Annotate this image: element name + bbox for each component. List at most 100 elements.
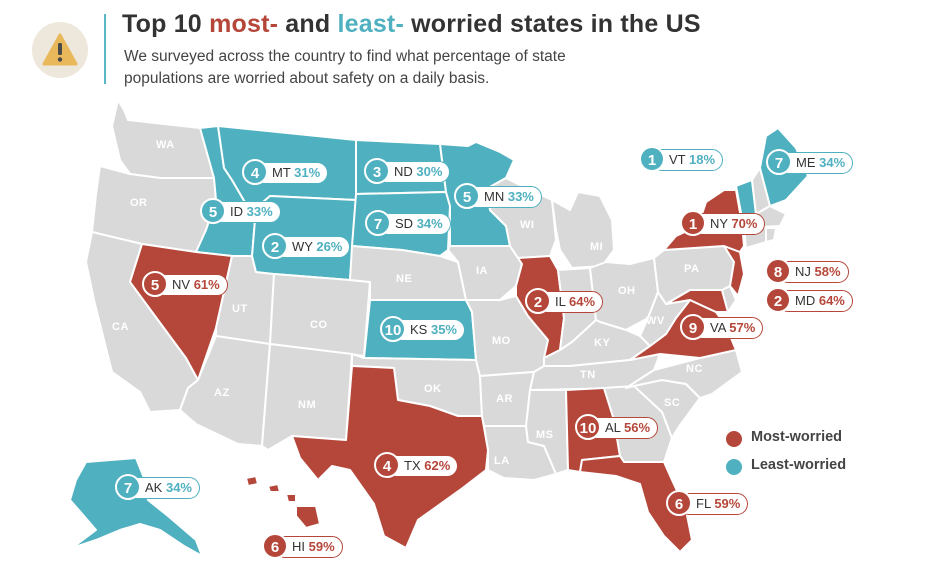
rank-badge: 2 bbox=[262, 233, 288, 259]
callout-al: 10 AL 56% bbox=[575, 414, 659, 440]
state-NC bbox=[625, 349, 743, 399]
callout-mn: 5 MN 33% bbox=[454, 183, 542, 209]
state-NM bbox=[261, 343, 353, 451]
percent-value: 30% bbox=[416, 164, 443, 179]
map-label-wi: WI bbox=[520, 219, 534, 231]
rank-badge: 7 bbox=[365, 210, 391, 236]
percent-value: 18% bbox=[689, 152, 716, 167]
percent-value: 64% bbox=[568, 294, 596, 309]
callout-nd: 3 ND 30% bbox=[364, 158, 451, 184]
rank-badge: 9 bbox=[680, 314, 706, 340]
rank-badge: 4 bbox=[374, 452, 400, 478]
map-label-la: LA bbox=[494, 455, 510, 467]
map-label-or: OR bbox=[130, 197, 148, 209]
rank-badge: 3 bbox=[364, 158, 390, 184]
percent-value: 58% bbox=[814, 264, 841, 279]
title-least-word: least- bbox=[337, 10, 404, 38]
title-text: worried states in the US bbox=[403, 10, 701, 38]
map-label-ok: OK bbox=[424, 383, 442, 395]
callout-va: 9 VA 57% bbox=[680, 314, 764, 340]
warning-badge bbox=[32, 22, 88, 78]
rank-badge: 8 bbox=[765, 258, 791, 284]
percent-value: 34% bbox=[819, 155, 846, 170]
callout-il: 2 IL 64% bbox=[525, 288, 604, 314]
state-code: ME bbox=[796, 155, 816, 170]
map-label-ar: AR bbox=[496, 393, 513, 405]
callout-id: 5 ID 33% bbox=[200, 198, 281, 224]
rank-badge: 5 bbox=[200, 198, 226, 224]
state-code: NY bbox=[710, 216, 728, 231]
map-label-sc: SC bbox=[664, 397, 680, 409]
legend-label-most: Most-worried bbox=[751, 429, 843, 445]
map-label-ca: CA bbox=[112, 321, 129, 333]
state-code: SD bbox=[395, 216, 414, 231]
rank-badge: 4 bbox=[242, 159, 268, 185]
state-code: ND bbox=[394, 164, 413, 179]
map-label-nm: NM bbox=[298, 399, 316, 411]
map-label-nc: NC bbox=[686, 363, 703, 375]
percent-value: 33% bbox=[246, 204, 273, 219]
callout-sd: 7 SD 34% bbox=[365, 210, 451, 236]
state-FL bbox=[579, 455, 693, 553]
state-code: FL bbox=[696, 496, 711, 511]
percent-value: 31% bbox=[294, 165, 321, 180]
percent-value: 61% bbox=[193, 277, 220, 292]
state-code: MT bbox=[272, 165, 291, 180]
map-label-wa: WA bbox=[156, 139, 175, 151]
rank-badge: 10 bbox=[575, 414, 601, 440]
percent-value: 70% bbox=[731, 216, 758, 231]
header-divider bbox=[104, 14, 106, 84]
callout-nv: 5 NV 61% bbox=[142, 271, 228, 297]
percent-value: 64% bbox=[818, 293, 845, 308]
percent-value: 33% bbox=[507, 189, 534, 204]
state-code: AK bbox=[145, 480, 163, 495]
legend-swatch-most bbox=[726, 431, 742, 447]
state-code: VA bbox=[710, 320, 726, 335]
state-CO bbox=[269, 273, 371, 357]
map-label-co: CO bbox=[310, 319, 328, 331]
percent-value: 26% bbox=[316, 239, 343, 254]
callout-mt: 4 MT 31% bbox=[242, 159, 329, 185]
state-MI bbox=[551, 191, 615, 269]
callout-ks: 10 KS 35% bbox=[380, 316, 465, 342]
rank-badge: 6 bbox=[262, 533, 288, 559]
percent-value: 57% bbox=[729, 320, 756, 335]
rank-badge: 7 bbox=[766, 149, 792, 175]
percent-value: 59% bbox=[714, 496, 741, 511]
state-code: WY bbox=[292, 239, 313, 254]
map-label-ne: NE bbox=[396, 273, 412, 285]
callout-ny: 1 NY 70% bbox=[680, 210, 766, 236]
state-code: ID bbox=[230, 204, 243, 219]
percent-value: 62% bbox=[424, 458, 451, 473]
rank-badge: 5 bbox=[142, 271, 168, 297]
callout-vt: 1 VT 18% bbox=[639, 146, 724, 172]
callout-wy: 2 WY 26% bbox=[262, 233, 351, 259]
rank-badge: 2 bbox=[525, 288, 551, 314]
callout-md: 2 MD 64% bbox=[765, 287, 853, 313]
state-AK bbox=[69, 457, 203, 557]
page-subtitle: We surveyed across the country to find w… bbox=[124, 48, 566, 87]
state-code: IL bbox=[555, 294, 566, 309]
rank-badge: 2 bbox=[765, 287, 791, 313]
rank-badge: 1 bbox=[639, 146, 665, 172]
percent-value: 56% bbox=[624, 420, 651, 435]
state-code: MD bbox=[795, 293, 816, 308]
state-code: AL bbox=[605, 420, 621, 435]
map-label-mi: MI bbox=[590, 241, 603, 253]
state-code: NJ bbox=[795, 264, 811, 279]
map-label-wv: WV bbox=[646, 315, 665, 327]
title-text: and bbox=[278, 10, 338, 38]
title-most-word: most- bbox=[209, 10, 279, 38]
map-label-oh: OH bbox=[618, 285, 636, 297]
percent-value: 59% bbox=[308, 539, 335, 554]
map-label-ut: UT bbox=[232, 303, 248, 315]
state-code: TX bbox=[404, 458, 421, 473]
map-label-ia: IA bbox=[476, 265, 488, 277]
rank-badge: 10 bbox=[380, 316, 406, 342]
map-label-pa: PA bbox=[684, 263, 699, 275]
callout-tx: 4 TX 62% bbox=[374, 452, 459, 478]
percent-value: 34% bbox=[416, 216, 443, 231]
state-abbreviations: WA OR CA UT CO AZ NM NE IA WI MI OK MO A… bbox=[112, 139, 703, 467]
state-code: KS bbox=[410, 322, 428, 337]
map-label-az: AZ bbox=[214, 387, 230, 399]
